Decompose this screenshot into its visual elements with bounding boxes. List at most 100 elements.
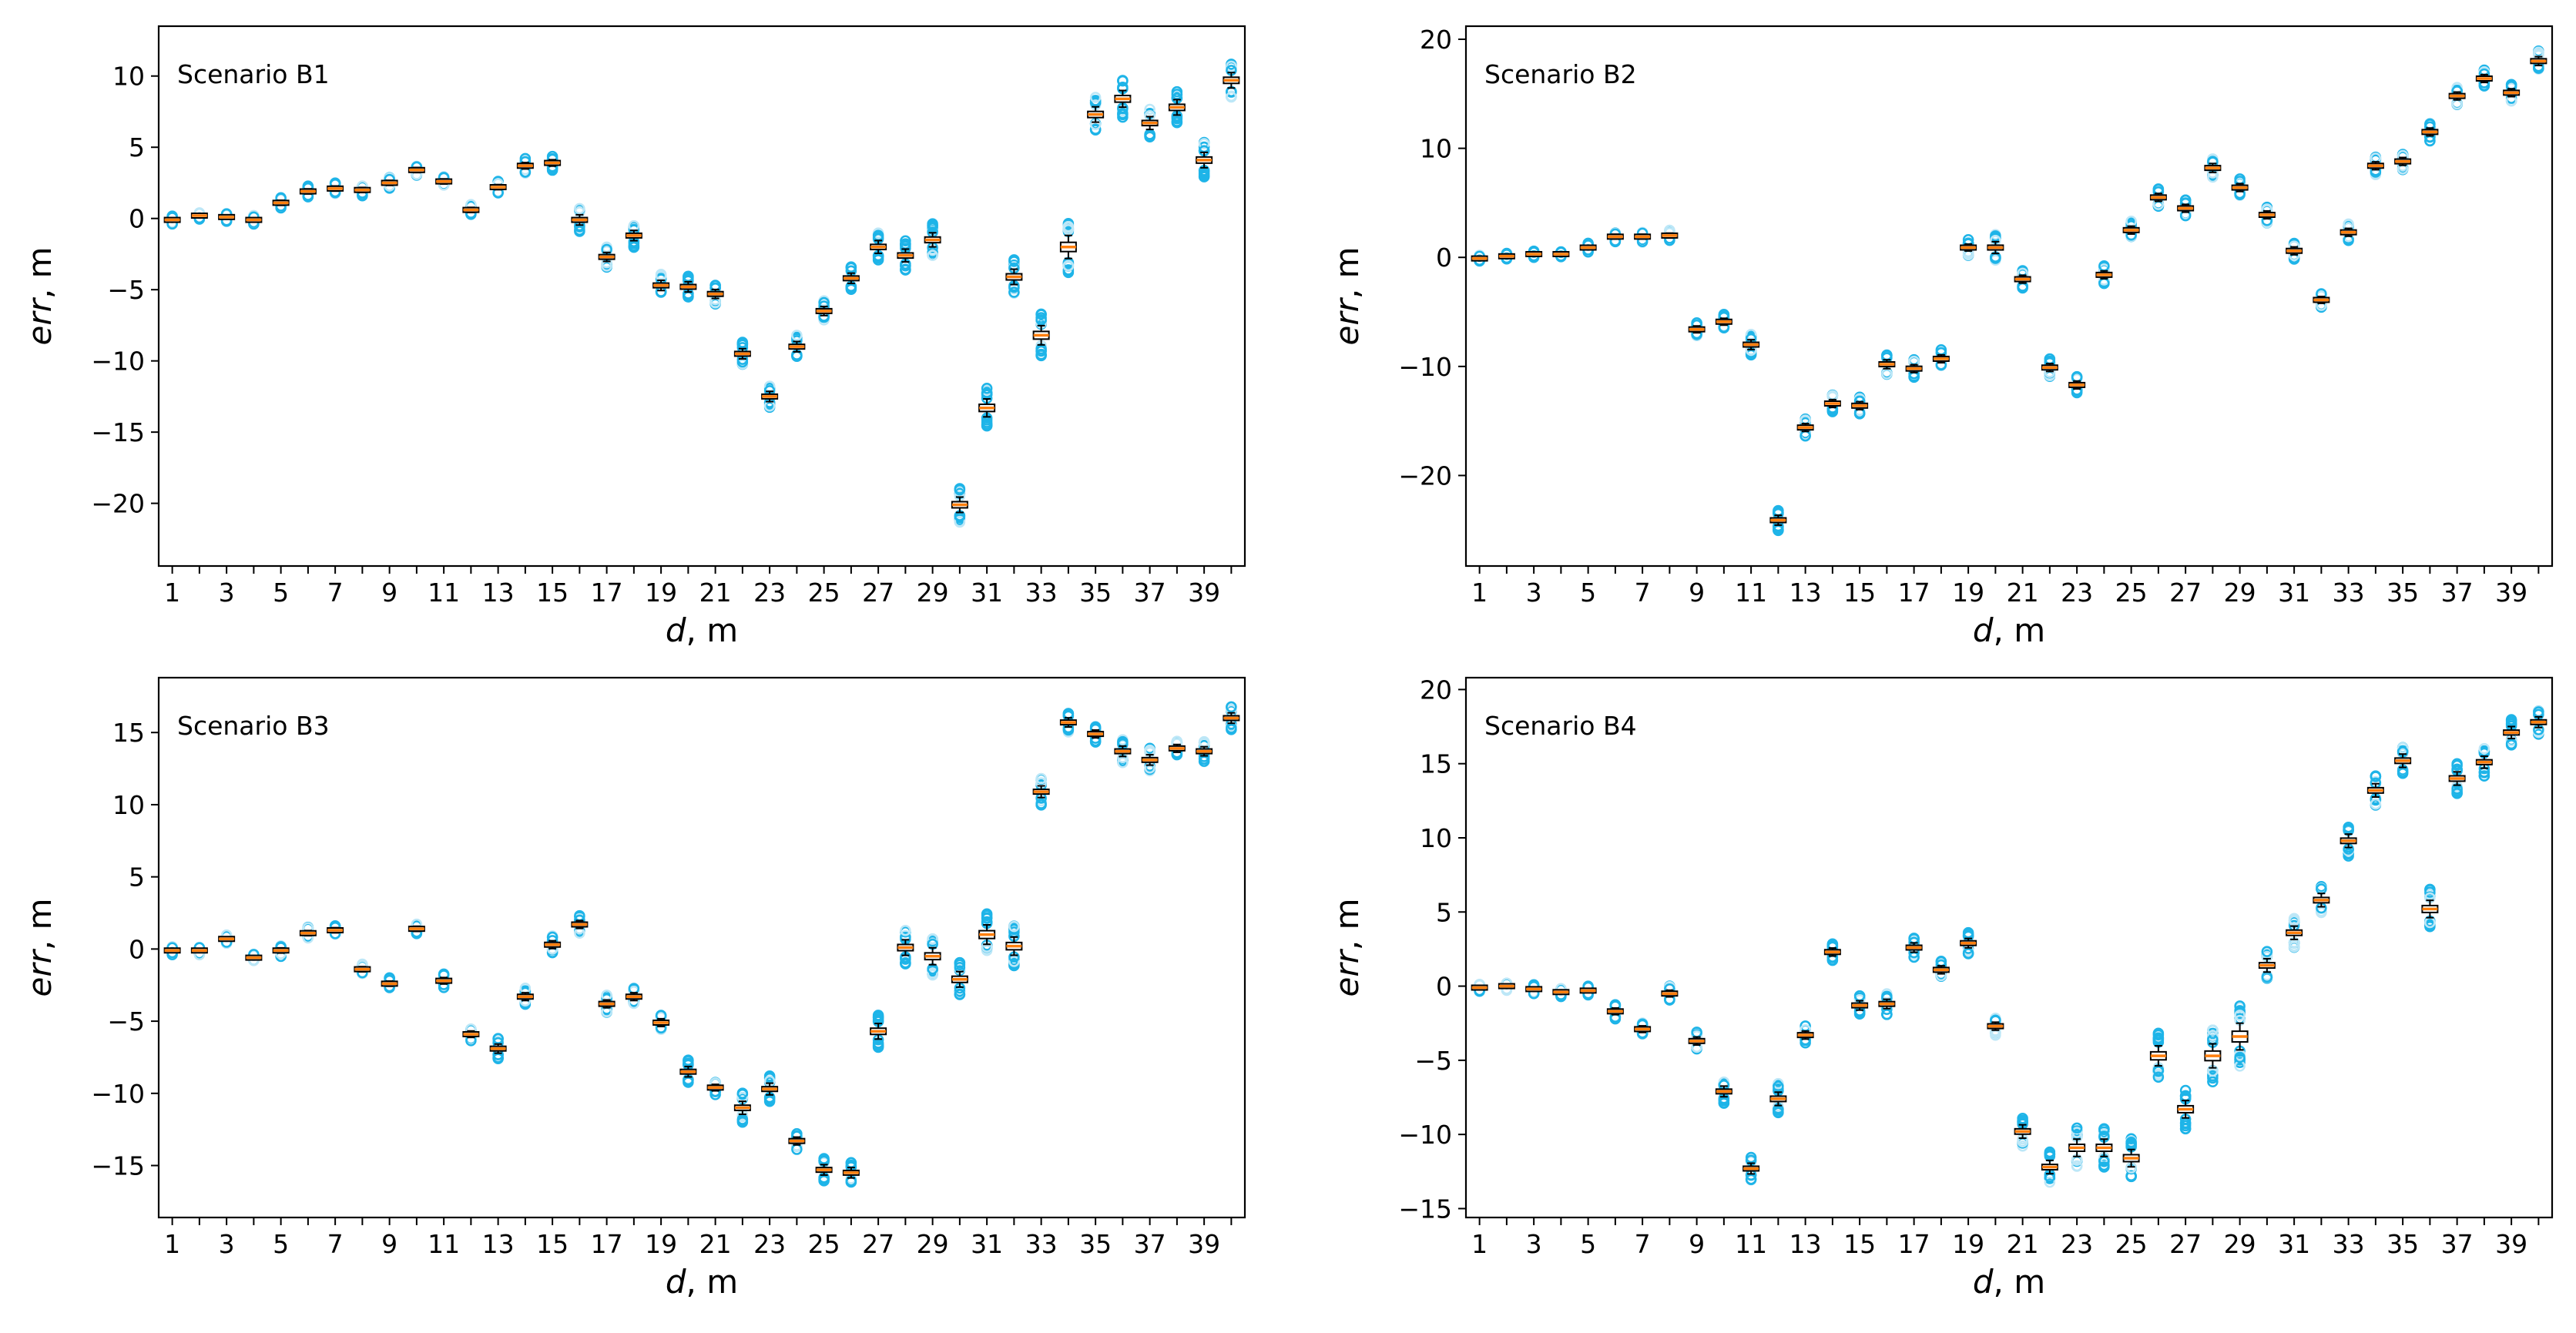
y-tick-label: −20 [1398, 461, 1452, 491]
y-tick-label: −10 [1398, 1120, 1452, 1150]
x-axis-label-var: d [666, 1263, 686, 1301]
outlier-point [1035, 772, 1047, 785]
box-31 [2286, 913, 2303, 953]
outlier-point [1117, 75, 1129, 86]
box-22 [733, 1087, 751, 1128]
y-tick-label: −10 [91, 347, 145, 377]
x-tick-label: 7 [1635, 578, 1651, 608]
box-13 [1796, 413, 1814, 442]
x-axis-label-var: d [666, 611, 686, 649]
y-axis-label-unit: , m [21, 899, 59, 951]
y-axis-label: err, m [1328, 247, 1366, 346]
y-tick-label: 5 [129, 862, 145, 893]
box-39 [1196, 136, 1213, 183]
x-tick-label: 7 [1635, 1229, 1651, 1259]
box-13 [489, 176, 507, 199]
x-tick-label: 1 [164, 1229, 180, 1259]
x-tick-label: 19 [1952, 1229, 1984, 1259]
box-1 [1471, 250, 1488, 267]
x-tick-label: 17 [1898, 1229, 1930, 1259]
box-5 [1579, 980, 1597, 1001]
box-7 [1634, 1017, 1652, 1040]
outlier-point [900, 924, 911, 936]
panel-title: Scenario B3 [177, 711, 330, 741]
outlier-point [2152, 1029, 2165, 1041]
y-tick-label: −15 [91, 1151, 145, 1181]
outlier-point [791, 330, 803, 341]
box-12 [462, 199, 480, 220]
y-tick-label: 10 [112, 790, 145, 820]
outlier-point [900, 956, 911, 969]
box-40 [1223, 59, 1240, 103]
x-tick-label: 25 [808, 578, 840, 608]
box-24 [2095, 1123, 2113, 1173]
box-23 [761, 1070, 779, 1107]
box-32 [2313, 880, 2330, 919]
x-tick-label: 13 [482, 578, 515, 608]
box-3 [218, 208, 236, 227]
outlier-point [818, 1175, 830, 1187]
outlier-point [1089, 124, 1102, 136]
outlier-point [1008, 920, 1020, 933]
outlier-point [492, 1033, 504, 1044]
box-40 [2530, 45, 2547, 75]
y-tick-label: 10 [112, 62, 145, 92]
box-15 [544, 150, 562, 176]
x-tick-label: 29 [2224, 1229, 2256, 1259]
x-tick-label: 39 [2495, 578, 2527, 608]
outlier-point [1035, 308, 1047, 320]
x-tick-label: 37 [2441, 1229, 2474, 1259]
box-40 [2530, 705, 2547, 740]
box-22 [2041, 1146, 2058, 1188]
box-15 [1851, 391, 1869, 420]
box-34 [1059, 708, 1077, 738]
box-13 [489, 1033, 507, 1064]
outlier-point [2451, 759, 2463, 772]
outlier-point [981, 909, 993, 922]
outlier-point [2179, 1084, 2192, 1097]
box-9 [381, 171, 398, 194]
box-26 [842, 261, 860, 295]
box-25 [815, 295, 833, 326]
box-33 [2340, 218, 2357, 246]
box-28 [2204, 153, 2222, 183]
box-11 [435, 968, 453, 993]
box-22 [2041, 353, 2058, 382]
box-3 [218, 929, 236, 950]
x-tick-label: 3 [219, 1229, 235, 1259]
outlier-point [1117, 757, 1129, 769]
box-2 [190, 941, 208, 961]
outlier-point [2207, 1076, 2219, 1088]
outlier-point [2207, 1030, 2219, 1041]
x-tick-label: 15 [1843, 1229, 1876, 1259]
box-21 [706, 280, 724, 310]
box-37 [1141, 742, 1159, 777]
x-axis-label-unit: , m [686, 1263, 739, 1301]
x-tick-label: 3 [219, 578, 235, 608]
outlier-point [2152, 1071, 2165, 1083]
box-33 [1032, 308, 1050, 362]
box-25 [815, 1153, 833, 1187]
box-38 [1168, 85, 1186, 129]
outlier-point [2234, 1051, 2246, 1063]
box-4 [245, 209, 263, 230]
box-29 [924, 218, 941, 261]
box-16 [571, 203, 589, 237]
x-tick-label: 31 [971, 578, 1003, 608]
outlier-point [981, 420, 993, 432]
outlier-point [2152, 1033, 2165, 1044]
y-axis-label-var: err [21, 296, 59, 345]
box-14 [516, 983, 534, 1010]
outlier-point [927, 933, 938, 945]
x-tick-label: 29 [917, 578, 949, 608]
outlier-point [981, 382, 993, 394]
box-2 [190, 207, 208, 226]
x-tick-label: 5 [1580, 1229, 1596, 1259]
box-8 [1661, 980, 1679, 1006]
x-tick-label: 5 [273, 1229, 289, 1259]
x-tick-label: 33 [1025, 578, 1058, 608]
outlier-point [1226, 60, 1237, 72]
outlier-point [2207, 1072, 2219, 1084]
box-35 [2394, 149, 2412, 176]
panel-title: Scenario B1 [177, 59, 330, 89]
